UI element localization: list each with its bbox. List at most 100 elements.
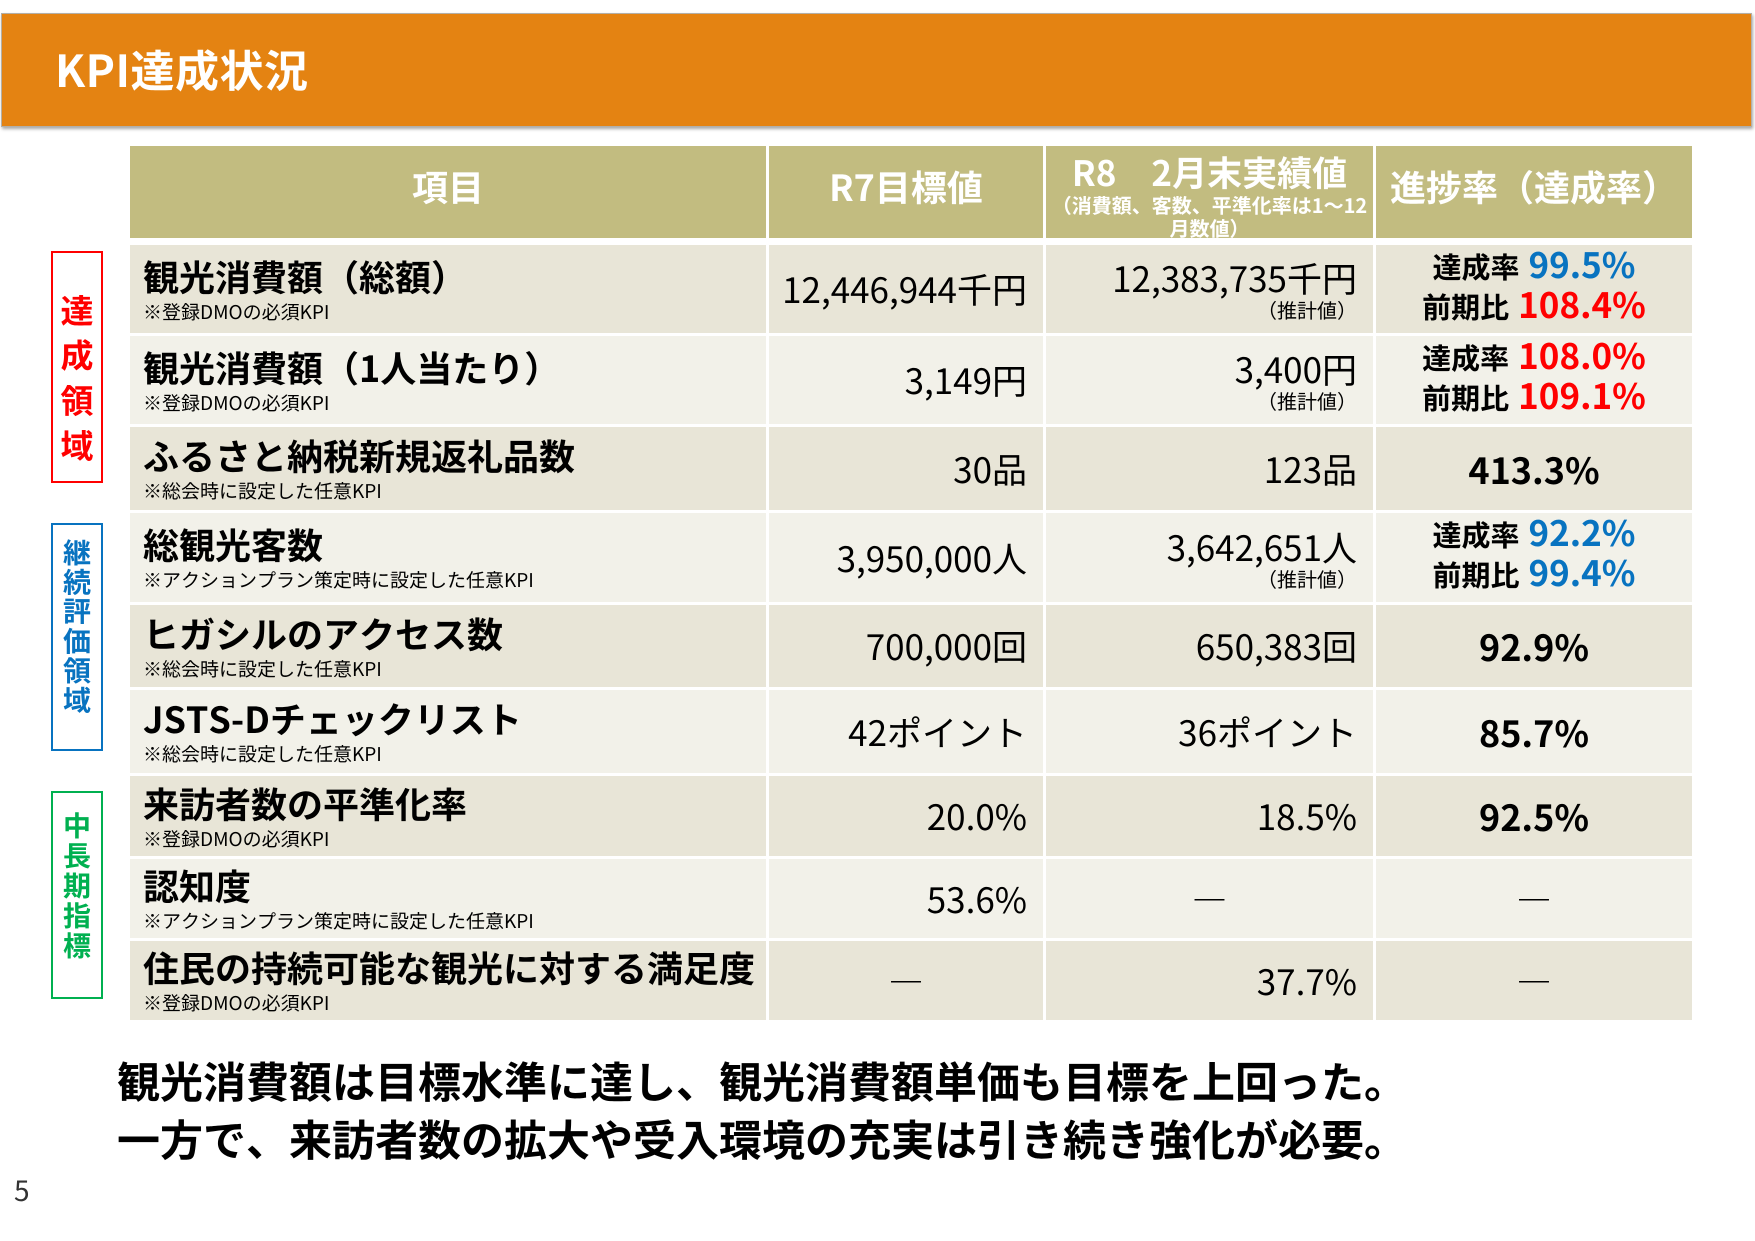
table-row-1-actual-cell: 3,400円 （推計値） (1046, 336, 1373, 424)
table-row-8-target-cell: ― (769, 941, 1043, 1020)
target-value: 3,149円 (904, 354, 1027, 405)
progress-value: ― (1516, 873, 1552, 924)
table-row-7-actual-cell: ― (1046, 859, 1373, 938)
kpi-item-name: 認知度 (143, 859, 252, 911)
category-label-box-3: 中長期指標 (51, 791, 103, 999)
table-row-0-item-cell: 観光消費額（総額） ※登録DMOの必須KPI (130, 245, 766, 333)
table-row-4-progress-cell: 92.9% (1376, 605, 1692, 687)
table-row-3-progress-cell: 達成率 92.2% 前期比 99.4% (1376, 513, 1692, 602)
table-row-1-item-cell: 観光消費額（1人当たり） ※登録DMOの必須KPI (130, 336, 766, 424)
actual-value-note: （推計値） (1257, 295, 1357, 324)
actual-value: 12,383,735千円 (1112, 252, 1357, 303)
category-label-box-2: 継続評価領域 (51, 523, 103, 751)
category-label: 中長期指標 (57, 811, 97, 961)
actual-value: 3,400円 (1234, 343, 1357, 394)
table-row-5-actual-cell: 36ポイント (1046, 690, 1373, 773)
target-value: ― (888, 954, 924, 1006)
table-row-1-progress-cell: 達成率 108.0% 前期比 109.1% (1376, 336, 1692, 424)
table-body: 観光消費額（総額） ※登録DMOの必須KPI 12,446,944千円 12,3… (130, 245, 1692, 1020)
progress-label: 前期比 (1422, 376, 1510, 418)
table-row-3-actual-cell: 3,642,651人 （推計値） (1046, 513, 1373, 602)
category-label: 継続評価領域 (57, 538, 97, 715)
category-label: 達成領域 (53, 293, 101, 473)
table-row-4-item-cell: ヒガシルのアクセス数 ※総会時に設定した任意KPI (130, 605, 766, 687)
actual-value: ― (1191, 872, 1227, 924)
progress-label: 達成率 (1422, 336, 1510, 378)
table-row-6-progress-cell: 92.5% (1376, 776, 1692, 856)
table-row-6-actual-cell: 18.5% (1046, 776, 1373, 856)
table-row-8-item-cell: 住民の持続可能な観光に対する満足度 ※登録DMOの必須KPI (130, 941, 766, 1020)
progress-label: 達成率 (1432, 245, 1520, 287)
progress-line: 達成率 92.2% (1432, 514, 1635, 554)
slide-title: KPI達成状況 (55, 35, 309, 100)
title-banner: KPI達成状況 (1, 13, 1752, 127)
target-value: 700,000回 (865, 620, 1027, 671)
summary-text: 観光消費額は目標水準に達し、観光消費額単価も目標を上回った。 一方で、来訪者数の… (117, 1051, 1407, 1167)
actual-value: 650,383回 (1195, 620, 1357, 671)
kpi-item-note: ※総会時に設定した任意KPI (143, 740, 382, 767)
table-row-8-progress-cell: ― (1376, 941, 1692, 1020)
table-row-4-actual-cell: 650,383回 (1046, 605, 1373, 687)
progress-value: ― (1516, 955, 1552, 1006)
kpi-item-note: ※登録DMOの必須KPI (143, 824, 330, 852)
kpi-item-name: 来訪者数の平準化率 (143, 776, 468, 829)
column-header-target-label: R7目標値 (829, 159, 983, 212)
table-row-0-target-cell: 12,446,944千円 (769, 245, 1043, 333)
summary-line-2: 一方で、来訪者数の拡大や受入環境の充実は引き続き強化が必要。 (117, 1107, 1407, 1169)
target-value: 30品 (953, 442, 1027, 494)
column-header-actual: R8 2月末実績値 （消費額、客数、平準化率は1～12 月数値） (1046, 146, 1373, 239)
table-row-3-target-cell: 3,950,000人 (769, 513, 1043, 602)
table-row-3-item-cell: 総観光客数 ※アクションプラン策定時に設定した任意KPI (130, 513, 766, 602)
table-row-7-progress-cell: ― (1376, 859, 1692, 938)
progress-line: 達成率 108.0% (1422, 337, 1646, 377)
kpi-item-name: 総観光客数 (143, 518, 324, 570)
table-row-7-item-cell: 認知度 ※アクションプラン策定時に設定した任意KPI (130, 859, 766, 938)
column-header-actual-label: R8 2月末実績値 (1071, 146, 1348, 197)
progress-value: 99.4% (1528, 546, 1636, 597)
kpi-item-note: ※アクションプラン策定時に設定した任意KPI (143, 907, 534, 934)
kpi-item-note: ※登録DMOの必須KPI (143, 297, 330, 325)
table-row-8-actual-cell: 37.7% (1046, 941, 1373, 1020)
table-header-row: 項目 R7目標値 R8 2月末実績値 （消費額、客数、平準化率は1～12 月数値… (130, 146, 1692, 239)
progress-value: 413.3% (1468, 442, 1600, 495)
column-header-target: R7目標値 (769, 146, 1043, 238)
progress-line: 前期比 108.4% (1422, 286, 1646, 326)
kpi-item-name: 観光消費額（総額） (143, 249, 468, 302)
table-row-2-item-cell: ふるさと納税新規返礼品数 ※総会時に設定した任意KPI (130, 427, 766, 510)
table-row-5-item-cell: JSTS-Dチェックリスト ※総会時に設定した任意KPI (130, 690, 766, 773)
progress-value: 109.1% (1518, 369, 1646, 420)
actual-value: 3,642,651人 (1166, 520, 1357, 572)
progress-label: 達成率 (1432, 513, 1520, 555)
target-value: 53.6% (926, 872, 1027, 924)
kpi-item-name: JSTS-Dチェックリスト (143, 692, 522, 744)
table-row-6-item-cell: 来訪者数の平準化率 ※登録DMOの必須KPI (130, 776, 766, 856)
actual-value: 36ポイント (1178, 705, 1357, 757)
kpi-item-name: ふるさと納税新規返礼品数 (143, 429, 576, 481)
table-row-4-target-cell: 700,000回 (769, 605, 1043, 687)
progress-line: 達成率 99.5% (1432, 246, 1635, 286)
table-row-2-progress-cell: 413.3% (1376, 427, 1692, 510)
table-row-1-target-cell: 3,149円 (769, 336, 1043, 424)
kpi-item-note: ※アクションプラン策定時に設定した任意KPI (143, 566, 534, 593)
column-header-item: 項目 (130, 146, 766, 238)
progress-label: 前期比 (1422, 285, 1510, 327)
progress-value: 108.0% (1518, 329, 1646, 380)
progress-value: 92.2% (1528, 506, 1636, 557)
table-row-7-target-cell: 53.6% (769, 859, 1043, 938)
table-row-0-progress-cell: 達成率 99.5% 前期比 108.4% (1376, 245, 1692, 333)
table-row-5-target-cell: 42ポイント (769, 690, 1043, 773)
target-value: 12,446,944千円 (782, 263, 1027, 314)
kpi-item-name: 住民の持続可能な観光に対する満足度 (143, 941, 756, 993)
kpi-item-note: ※総会時に設定した任意KPI (143, 654, 382, 682)
progress-line: 前期比 109.1% (1422, 377, 1646, 417)
table-row-0-actual-cell: 12,383,735千円 （推計値） (1046, 245, 1373, 333)
progress-value: 99.5% (1528, 238, 1636, 289)
kpi-item-note: ※総会時に設定した任意KPI (143, 477, 382, 504)
target-value: 42ポイント (848, 705, 1027, 757)
actual-value-note: （推計値） (1257, 563, 1357, 593)
target-value: 3,950,000人 (836, 531, 1027, 583)
category-label-box-1: 達成領域 (51, 251, 103, 483)
progress-label: 前期比 (1432, 553, 1520, 595)
kpi-item-note: ※登録DMOの必須KPI (143, 388, 330, 416)
